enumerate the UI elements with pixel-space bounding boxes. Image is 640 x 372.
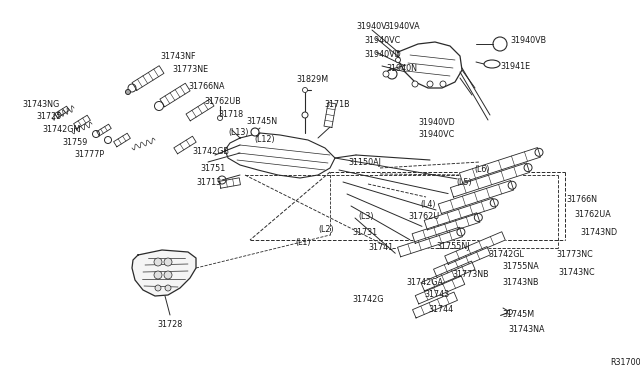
Text: (L5): (L5) xyxy=(456,178,472,187)
Text: 31742GL: 31742GL xyxy=(488,250,524,259)
Text: 31940VA: 31940VA xyxy=(384,22,420,31)
Text: 31742GM: 31742GM xyxy=(42,125,81,134)
Polygon shape xyxy=(412,213,480,243)
Text: 31940VB: 31940VB xyxy=(510,36,546,45)
Text: 31743NF: 31743NF xyxy=(160,52,195,61)
Polygon shape xyxy=(114,133,131,147)
Text: R3170008: R3170008 xyxy=(610,358,640,367)
Polygon shape xyxy=(225,133,335,178)
Polygon shape xyxy=(460,148,541,182)
Text: 31940N: 31940N xyxy=(386,64,417,73)
Circle shape xyxy=(165,285,171,291)
Text: 31759: 31759 xyxy=(62,138,88,147)
Polygon shape xyxy=(397,227,463,257)
Polygon shape xyxy=(186,99,214,121)
Polygon shape xyxy=(174,136,196,154)
Text: 31743NA: 31743NA xyxy=(508,325,545,334)
Text: 31743NC: 31743NC xyxy=(558,268,595,277)
Circle shape xyxy=(154,258,162,266)
Text: 31941E: 31941E xyxy=(500,62,530,71)
Polygon shape xyxy=(438,180,514,214)
Text: 31751: 31751 xyxy=(200,164,225,173)
Text: 31940VD: 31940VD xyxy=(418,118,455,127)
Text: 31762U: 31762U xyxy=(408,212,439,221)
Text: 3171B: 3171B xyxy=(324,100,349,109)
Text: (L2): (L2) xyxy=(318,225,333,234)
Circle shape xyxy=(125,90,131,94)
Text: 31744: 31744 xyxy=(428,305,453,314)
Polygon shape xyxy=(324,103,336,128)
Circle shape xyxy=(154,271,162,279)
Text: 31742GB: 31742GB xyxy=(192,147,229,156)
Polygon shape xyxy=(445,232,506,264)
Text: 31743NB: 31743NB xyxy=(502,278,538,287)
Circle shape xyxy=(251,128,259,136)
Circle shape xyxy=(303,87,307,93)
Polygon shape xyxy=(132,66,164,90)
Text: 31718: 31718 xyxy=(218,110,243,119)
Text: 31743ND: 31743ND xyxy=(580,228,617,237)
Text: 31742GA: 31742GA xyxy=(406,278,443,287)
Polygon shape xyxy=(451,163,529,197)
Polygon shape xyxy=(415,276,465,304)
Text: 31766N: 31766N xyxy=(566,195,597,204)
Text: (L12): (L12) xyxy=(254,135,275,144)
Text: 31713: 31713 xyxy=(196,178,221,187)
Text: 31940V: 31940V xyxy=(356,22,387,31)
Text: 31762UA: 31762UA xyxy=(574,210,611,219)
Circle shape xyxy=(427,81,433,87)
Polygon shape xyxy=(160,83,190,107)
Text: (L6): (L6) xyxy=(474,165,490,174)
Text: 31777P: 31777P xyxy=(74,150,104,159)
Text: 31755NA: 31755NA xyxy=(502,262,539,271)
Polygon shape xyxy=(398,42,462,88)
Polygon shape xyxy=(74,115,90,129)
Circle shape xyxy=(218,115,223,121)
Circle shape xyxy=(383,71,389,77)
Text: 31940VD: 31940VD xyxy=(364,50,401,59)
Text: 31766NA: 31766NA xyxy=(188,82,225,91)
Polygon shape xyxy=(132,250,196,296)
Polygon shape xyxy=(220,178,241,188)
Text: (L1): (L1) xyxy=(295,238,310,247)
Circle shape xyxy=(164,258,172,266)
Polygon shape xyxy=(421,261,475,291)
Text: 31773NC: 31773NC xyxy=(556,250,593,259)
Text: 31773NE: 31773NE xyxy=(172,65,208,74)
Text: 31150AJ: 31150AJ xyxy=(348,158,381,167)
Text: 31743: 31743 xyxy=(424,290,449,299)
Text: 31743NG: 31743NG xyxy=(22,100,60,109)
Circle shape xyxy=(302,112,308,118)
Circle shape xyxy=(396,58,401,62)
Circle shape xyxy=(508,310,513,314)
Text: 31762UB: 31762UB xyxy=(204,97,241,106)
Polygon shape xyxy=(97,124,111,136)
Circle shape xyxy=(164,271,172,279)
Text: 31755NJ: 31755NJ xyxy=(436,242,470,251)
Circle shape xyxy=(412,81,418,87)
Text: 31741: 31741 xyxy=(368,243,393,252)
Text: 31742G: 31742G xyxy=(352,295,383,304)
Text: 31940VC: 31940VC xyxy=(364,36,400,45)
Text: (L13): (L13) xyxy=(228,128,248,137)
Circle shape xyxy=(155,285,161,291)
Text: (L4): (L4) xyxy=(420,200,435,209)
Text: 31940VC: 31940VC xyxy=(418,130,454,139)
Polygon shape xyxy=(55,106,69,118)
Text: 31745M: 31745M xyxy=(502,310,534,319)
Polygon shape xyxy=(413,292,458,318)
Text: (L3): (L3) xyxy=(358,212,374,221)
Text: 31731: 31731 xyxy=(352,228,377,237)
Text: 31728: 31728 xyxy=(157,320,182,329)
Text: 31725: 31725 xyxy=(36,112,61,121)
Text: 31745N: 31745N xyxy=(246,117,277,126)
Polygon shape xyxy=(433,247,490,278)
Polygon shape xyxy=(424,198,496,230)
Circle shape xyxy=(440,81,446,87)
Text: 31829M: 31829M xyxy=(296,75,328,84)
Text: 31773NB: 31773NB xyxy=(452,270,488,279)
